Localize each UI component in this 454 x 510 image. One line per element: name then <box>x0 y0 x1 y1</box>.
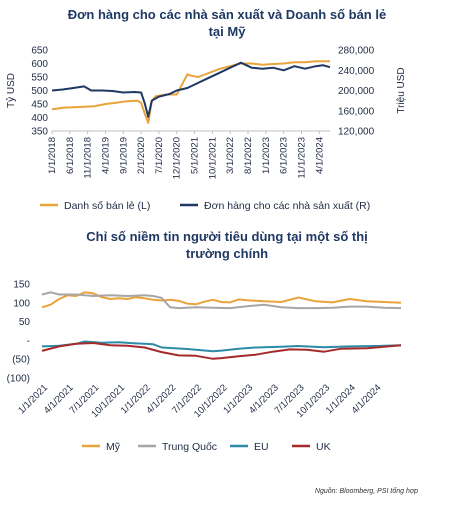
chart2-title-line2: trường chính <box>185 246 269 261</box>
chart1-title-line1: Đơn hàng cho các nhà sản xuất và Doanh s… <box>67 7 387 22</box>
chart1-right-tick-label: 120,000 <box>338 127 375 138</box>
chart1-left-tick-label: 350 <box>31 127 48 138</box>
chart1-right-tick-label: 160,000 <box>338 106 375 117</box>
chart1-right-axis-label: Triệu USD <box>396 67 407 113</box>
chart2-series-line-us <box>41 291 402 309</box>
chart2-title: Chỉ số niềm tin người tiêu dùng tại một … <box>0 228 454 262</box>
chart1-title: Đơn hàng cho các nhà sản xuất và Doanh s… <box>0 6 454 40</box>
chart1-right-tick-label: 280,000 <box>338 46 375 57</box>
source-note: Nguồn: Bloomberg, PSI tổng hợp <box>314 488 418 495</box>
chart1-x-tick-label: 1/1/2023 <box>261 137 272 174</box>
chart1-title-line2: tại Mỹ <box>208 24 246 39</box>
chart1-x-tick-label: 9/1/2019 <box>118 137 129 174</box>
chart1-left-tick-label: 500 <box>31 86 48 97</box>
chart1-x-tick-label: 7/1/2020 <box>154 137 165 174</box>
chart2-series-line-uk <box>41 342 402 360</box>
chart1-right-tick-label: 200,000 <box>338 86 375 97</box>
chart1-x-tick-label: 3/1/2022 <box>225 137 236 174</box>
chart1-left-tick-label: 600 <box>31 59 48 70</box>
chart1-x-tick-label: 2/1/2020 <box>136 137 147 174</box>
chart2-y-tick-label: (100) <box>7 374 30 385</box>
chart1-left-tick-label: 650 <box>31 46 48 57</box>
chart1-x-tick-label: 12/1/2020 <box>172 137 183 179</box>
chart1-left-tick-label: 550 <box>31 73 48 84</box>
chart2-series-line-china <box>41 291 402 310</box>
chart1-legend-label: Đơn hàng cho các nhà sản xuất (R) <box>204 200 370 212</box>
chart2-legend-label: Trung Quốc <box>162 441 217 453</box>
chart2-legend-label: UK <box>316 441 331 453</box>
chart1-series-line-manufacturer-orders <box>51 61 331 118</box>
chart1-right-tick-label: 240,000 <box>338 66 375 77</box>
chart1-x-tick-label: 5/1/2021 <box>190 137 201 174</box>
chart2-y-tick-label: - <box>27 336 30 347</box>
chart2-y-tick-label: (50) <box>12 355 30 366</box>
chart1-svg: 650 600 550 500 450 400 350 280,000 240,000 200,0… <box>5 46 407 213</box>
chart2-y-tick-label: 100 <box>13 298 30 309</box>
chart2-legend-label: Mỹ <box>106 441 121 453</box>
chart1-x-tick-label: 6/1/2023 <box>279 137 290 174</box>
chart1-x-tick-label: 10/1/2021 <box>207 137 218 179</box>
chart1-series-line-retail-sales <box>51 60 330 124</box>
chart1-legend-label: Danh số bán lẻ (L) <box>64 200 150 212</box>
chart1-x-tick-label: 4/1/2019 <box>100 137 111 174</box>
chart1-x-tick-label: 8/1/2022 <box>243 137 254 174</box>
chart2-y-tick-label: 150 <box>13 280 30 291</box>
chart1-x-tick-label: 4/1/2024 <box>314 137 325 174</box>
chart1-left-tick-label: 450 <box>31 100 48 111</box>
chart2-legend-label: EU <box>254 441 269 453</box>
chart1-x-tick-label: 1/1/2018 <box>47 137 58 174</box>
chart2-series-line-eu <box>41 340 402 353</box>
chart2-y-tick-label: 50 <box>19 317 31 328</box>
chart1-x-tick-label: 11/1/2018 <box>83 137 94 179</box>
chart1-left-tick-label: 400 <box>31 113 48 124</box>
chart2-title-line1: Chỉ số niềm tin người tiêu dùng tại một … <box>86 229 368 244</box>
chart1-x-tick-label: 6/1/2018 <box>65 137 76 174</box>
chart1-left-axis-label: Tỷ USD <box>5 73 17 108</box>
chart1-x-tick-label: 11/1/2023 <box>296 137 307 179</box>
